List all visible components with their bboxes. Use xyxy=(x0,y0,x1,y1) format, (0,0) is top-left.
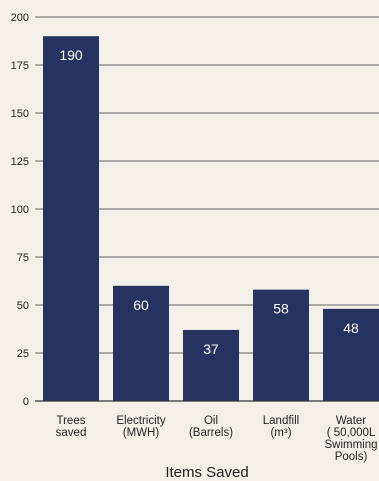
y-tick-label: 25 xyxy=(17,348,29,360)
x-tick-label-line: Trees xyxy=(57,415,86,427)
x-axis-title: Items Saved xyxy=(165,464,248,481)
y-axis-ticks: 0 25 50 75 100 125 150 175 200 xyxy=(11,12,29,408)
x-tick-label: Oil (Barrels) xyxy=(189,415,233,439)
y-tick-label: 200 xyxy=(11,12,29,24)
bar-value-label: 190 xyxy=(59,47,83,63)
y-tick-label: 75 xyxy=(17,252,29,264)
y-tick-label: 0 xyxy=(23,396,29,408)
x-tick-label-line: (m³) xyxy=(270,427,291,439)
x-tick-label-line: Pools) xyxy=(335,451,368,463)
bar xyxy=(113,285,169,401)
bars xyxy=(43,36,379,401)
x-tick-label-line: saved xyxy=(56,427,87,439)
data-labels: 190 60 37 58 48 xyxy=(59,47,359,357)
x-tick-label: Trees saved xyxy=(56,415,87,439)
x-tick-label-line: (MWH) xyxy=(123,427,160,439)
y-tick-label: 150 xyxy=(11,108,29,120)
x-tick-label-line: (Barrels) xyxy=(189,427,233,439)
x-tick-label-line: Electricity xyxy=(116,415,165,427)
bar xyxy=(43,36,99,401)
bar-value-label: 48 xyxy=(343,320,359,336)
bar-value-label: 37 xyxy=(203,341,219,357)
bar-value-label: 60 xyxy=(133,297,149,313)
bar-value-label: 58 xyxy=(273,301,289,317)
x-axis-ticks: Trees saved Electricity (MWH) Oil (Barrels) La… xyxy=(56,415,378,463)
x-tick-label: Electricity (MWH) xyxy=(116,415,165,439)
y-tick-label: 100 xyxy=(11,204,29,216)
x-tick-label-line: ( 50,000L xyxy=(327,427,376,439)
x-tick-label: Landfill (m³) xyxy=(263,415,299,439)
bar xyxy=(183,329,239,401)
x-tick-label-line: Water xyxy=(336,415,366,427)
x-tick-label-line: Oil xyxy=(204,415,218,427)
y-tick-label: 50 xyxy=(17,300,29,312)
x-tick-label-line: Landfill xyxy=(263,415,299,427)
bar xyxy=(323,308,379,401)
x-tick-label-line: Swimming xyxy=(324,439,377,451)
x-tick-label: Water( 50,000L Swimming Pools) xyxy=(324,415,377,463)
y-tick-label: 175 xyxy=(11,60,29,72)
y-tick-label: 125 xyxy=(11,156,29,168)
bar xyxy=(253,289,309,401)
